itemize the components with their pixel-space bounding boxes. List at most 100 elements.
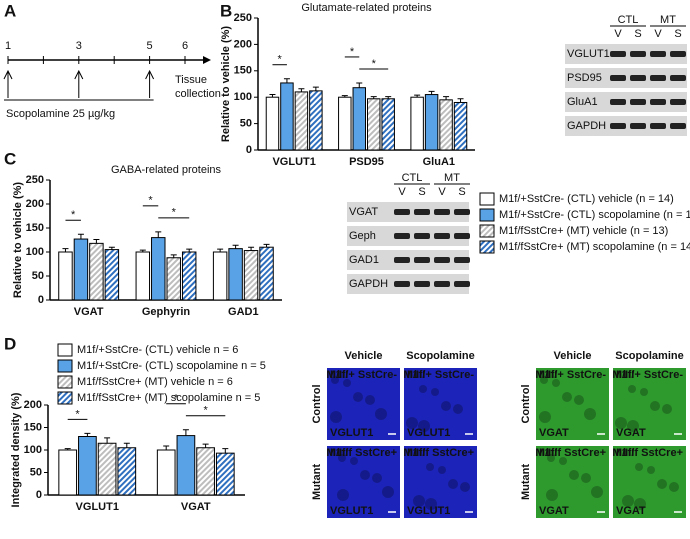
micrograph-texture	[574, 395, 584, 405]
error-bar	[123, 442, 130, 448]
micrograph-marker: VGLUT1	[330, 505, 373, 517]
error-bar	[186, 248, 193, 252]
micrograph-texture	[669, 482, 679, 492]
blot-signal	[670, 99, 686, 105]
bar	[117, 447, 137, 496]
micrograph-texture	[591, 486, 603, 498]
blot-row-label: GluA1	[567, 96, 598, 108]
significance-label: *	[203, 405, 208, 417]
bar	[58, 251, 73, 301]
micrograph	[327, 446, 400, 518]
blot-group-label: MT	[660, 14, 676, 26]
blot-signal	[670, 123, 686, 129]
blot-signal	[650, 99, 666, 105]
micrograph-texture	[413, 495, 425, 507]
error-bar	[370, 96, 377, 99]
blot-lane-label: V	[398, 186, 406, 198]
micrograph-texture	[622, 495, 634, 507]
legend-swatch	[479, 192, 495, 206]
legend-swatch	[57, 391, 73, 405]
micrograph-row-label: Control	[520, 384, 532, 423]
micrograph-genotype: M1f/+ SstCre-	[612, 369, 683, 381]
timeline-arrowhead	[203, 56, 211, 64]
blot-signal	[414, 257, 430, 263]
significance-label: *	[148, 195, 153, 207]
bar	[166, 257, 181, 301]
micrograph-layer: II/III	[407, 447, 425, 459]
micrograph-layer: II/III	[407, 369, 425, 381]
x-tick-label: VGAT	[74, 306, 104, 318]
significance-label: *	[350, 46, 355, 58]
micrograph-texture	[353, 392, 363, 402]
micrograph-genotype: M1f/+ SstCre-	[403, 369, 474, 381]
blot-signal	[414, 281, 430, 287]
blot-lane-label: V	[438, 186, 446, 198]
y-tick-label: 100	[234, 91, 252, 103]
bar	[367, 98, 381, 151]
legend-label: M1f/fSstCre+ (MT) scopolamine (n = 14)	[499, 241, 690, 253]
micrograph-marker: VGLUT1	[330, 427, 373, 439]
micrograph-genotype: M1f/f SstCre+	[326, 447, 397, 459]
error-bar	[77, 233, 84, 240]
x-tick-label: VGLUT1	[272, 156, 315, 168]
micrograph-texture	[419, 385, 427, 393]
blot-row-label: GAPDH	[567, 120, 606, 132]
bar	[151, 237, 166, 301]
significance-label: *	[278, 54, 283, 66]
y-tick-label: 0	[38, 294, 44, 306]
micrograph-column-label: Scopolamine	[406, 350, 474, 362]
bar	[259, 246, 274, 301]
bar	[73, 238, 89, 301]
bar	[58, 449, 78, 496]
blot-signal	[414, 209, 430, 215]
blot-signal	[434, 281, 450, 287]
panel-letter: A	[4, 1, 16, 20]
endpoint-label: collection	[175, 88, 221, 100]
blot-signal	[454, 281, 470, 287]
error-bar	[139, 249, 146, 252]
blot-group-label: CTL	[402, 172, 423, 184]
micrograph	[536, 446, 609, 518]
error-bar	[64, 448, 71, 450]
error-bar	[428, 90, 435, 95]
x-tick-label: Gephyrin	[142, 306, 191, 318]
bar	[196, 447, 215, 496]
y-tick-label: 50	[30, 466, 42, 478]
blot-lane-label: V	[654, 28, 662, 40]
micrograph-texture	[426, 463, 434, 471]
blot-signal	[610, 51, 626, 57]
bar	[78, 436, 97, 496]
bar	[135, 251, 151, 301]
significance-label: *	[75, 408, 80, 420]
legend-swatch	[57, 359, 73, 373]
micrograph-marker: VGAT	[616, 505, 646, 517]
micrograph-texture	[438, 466, 446, 474]
y-tick-label: 200	[24, 399, 42, 411]
blot-signal	[650, 51, 666, 57]
micrograph-texture	[539, 411, 551, 423]
error-bar	[232, 244, 239, 249]
micrograph-genotype: M1f/f SstCre+	[403, 447, 474, 459]
y-tick-label: 250	[234, 12, 252, 24]
legend-swatch	[57, 375, 73, 389]
micrograph	[404, 446, 477, 518]
micrograph-texture	[460, 482, 470, 492]
blot-signal	[434, 233, 450, 239]
micrograph-column-label: Vehicle	[345, 350, 383, 362]
y-tick-label: 150	[234, 65, 252, 77]
chart-title: Glutamate-related proteins	[301, 2, 432, 14]
micrograph-row-label: Mutant	[520, 464, 532, 500]
micrograph-texture	[375, 408, 387, 420]
blot-signal	[394, 257, 410, 263]
endpoint-label: Tissue	[175, 74, 207, 86]
x-tick-label: GAD1	[228, 306, 259, 318]
error-bar	[84, 432, 91, 437]
legend-label: M1f/fSstCre+ (MT) vehicle n = 6	[77, 376, 233, 388]
y-axis-label: Relative to vehicle (%)	[12, 182, 24, 298]
y-tick-label: 150	[26, 222, 44, 234]
micrograph	[327, 368, 400, 440]
micrograph-genotype: M1f/f SstCre+	[535, 447, 606, 459]
legend-label: M1f/fSstCre+ (MT) scopolamine n = 5	[77, 392, 260, 404]
micrograph-texture	[337, 489, 349, 501]
